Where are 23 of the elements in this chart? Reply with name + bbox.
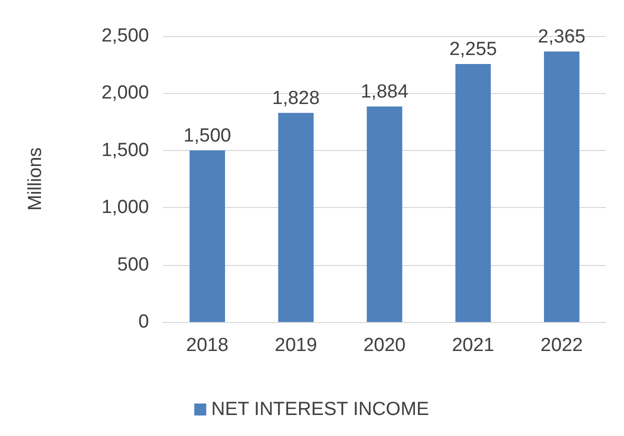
data-label: 2,365: [538, 26, 586, 48]
bar: [366, 106, 402, 322]
bar: [278, 112, 314, 322]
x-tick-label: 2022: [540, 335, 583, 356]
legend-label: NET INTEREST INCOME: [211, 399, 430, 420]
bar: [190, 150, 226, 322]
y-tick-label: 1,000: [101, 197, 149, 218]
x-tick-label: 2021: [452, 335, 494, 356]
y-tick-label: 500: [117, 254, 149, 276]
x-tick-label: 2018: [186, 335, 228, 356]
y-axis-title: Millions: [25, 147, 46, 211]
y-tick-label: 1,500: [101, 140, 149, 161]
bar: [544, 51, 580, 322]
y-tick-label: 2,500: [101, 26, 149, 46]
data-label: 1,828: [272, 88, 320, 109]
x-tick-label: 2020: [363, 335, 406, 356]
data-label: 1,884: [360, 81, 409, 102]
bar: [455, 64, 491, 322]
data-label: 2,255: [449, 39, 497, 60]
data-label: 1,500: [184, 125, 232, 146]
y-tick-label: 2,000: [101, 82, 149, 104]
y-tick-label: 0: [138, 312, 149, 332]
x-tick-label: 2019: [274, 335, 318, 356]
